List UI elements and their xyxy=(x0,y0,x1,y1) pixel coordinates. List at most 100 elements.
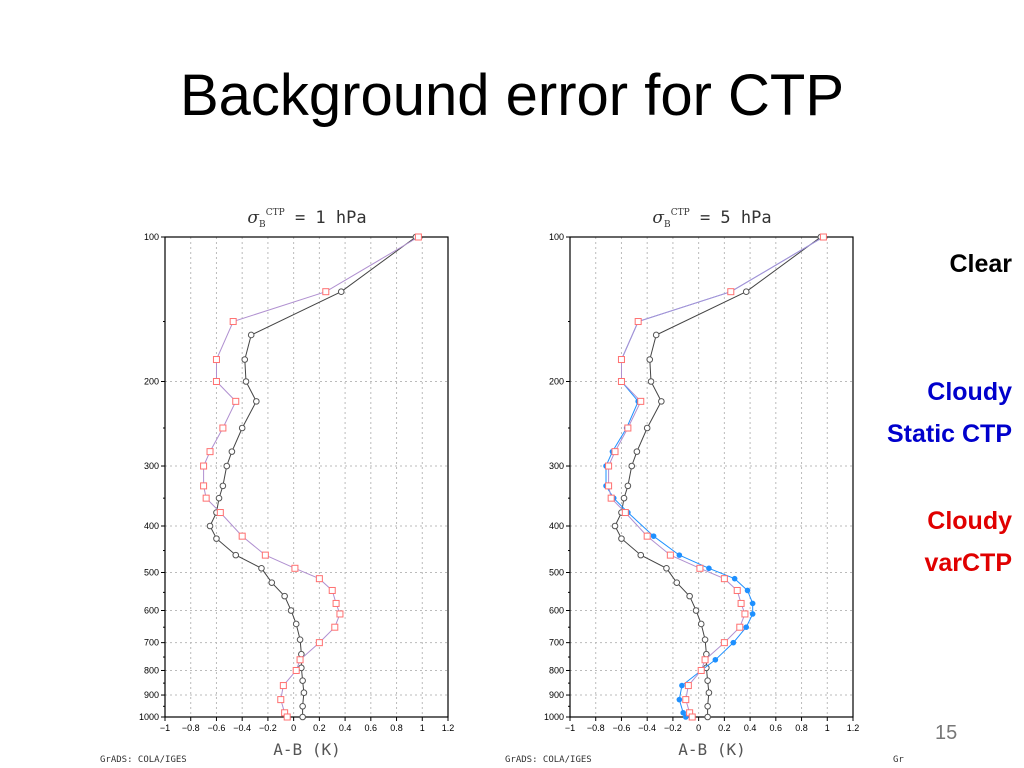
data-point-clear xyxy=(232,551,240,559)
data-point-cloudy-static xyxy=(650,533,657,539)
data-point-clear xyxy=(298,650,305,658)
data-point-cloudy-varctp xyxy=(607,494,615,502)
legend-clear: Clear xyxy=(949,243,1012,285)
series-line-cloudy-static-ctp xyxy=(605,236,824,718)
data-point-clear xyxy=(663,564,670,572)
data-point-cloudy-static xyxy=(706,565,712,572)
x-tick-label: 0 xyxy=(291,723,296,733)
x-tick-label: 0.8 xyxy=(795,723,808,733)
data-point-cloudy-varctp xyxy=(315,575,323,583)
x-tick-label: −0.8 xyxy=(587,723,605,733)
data-point-cloudy-static xyxy=(749,600,756,607)
x-tick-label: −0.2 xyxy=(259,723,277,733)
data-point-clear xyxy=(633,448,641,455)
y-tick-label: 300 xyxy=(144,461,159,471)
x-tick-label: 0.2 xyxy=(718,723,731,733)
slide-title: Background error for CTP xyxy=(179,63,845,128)
legend-cloudy-static-label: Cloudy Static CTP xyxy=(886,378,1012,448)
data-point-clear xyxy=(238,424,246,432)
data-point-cloudy-varctp xyxy=(296,656,304,664)
data-point-cloudy-varctp xyxy=(219,424,227,432)
x-tick-label: 0 xyxy=(696,723,701,733)
data-point-clear xyxy=(296,636,304,643)
data-point-clear xyxy=(215,494,223,502)
y-tick-label: 400 xyxy=(549,521,564,531)
data-point-cloudy-varctp xyxy=(212,356,220,364)
data-point-clear xyxy=(228,448,236,455)
data-point-cloudy-varctp xyxy=(232,397,240,405)
grads-credit-right: GrADS: COLA/IGES xyxy=(505,755,592,765)
data-point-cloudy-varctp xyxy=(819,233,827,241)
data-point-cloudy-varctp xyxy=(696,564,704,572)
chart-title-sub: B xyxy=(664,220,671,230)
data-point-clear xyxy=(652,331,660,339)
x-tick-label: −0.4 xyxy=(638,723,656,733)
legend-clear-label: Clear xyxy=(949,250,1012,278)
data-point-clear xyxy=(213,535,220,542)
x-axis-label: A-B (K) xyxy=(273,740,340,759)
data-point-clear xyxy=(673,579,681,586)
x-tick-label: 1.2 xyxy=(847,723,860,733)
x-tick-label: −0.6 xyxy=(208,723,226,733)
data-point-cloudy-varctp xyxy=(279,682,287,690)
data-point-cloudy-varctp xyxy=(617,377,625,385)
data-point-cloudy-static xyxy=(743,624,750,630)
chart-title: σBCTP = 1 hPa xyxy=(247,208,366,230)
chart-title-sigma: σ xyxy=(652,208,664,228)
data-point-clear xyxy=(206,522,214,530)
data-point-cloudy-varctp xyxy=(202,494,210,502)
data-point-clear xyxy=(292,620,300,628)
data-point-cloudy-varctp xyxy=(637,397,645,405)
x-tick-label: 0.6 xyxy=(365,723,378,733)
plot-frame xyxy=(164,236,449,718)
data-point-cloudy-static xyxy=(731,575,738,582)
data-point-cloudy-static xyxy=(676,696,683,703)
data-point-cloudy-varctp xyxy=(727,288,735,296)
chart-title-rest: = 5 hPa xyxy=(690,208,772,228)
data-point-cloudy-varctp xyxy=(212,377,220,385)
y-tick-label: 600 xyxy=(549,606,564,616)
data-point-clear xyxy=(692,607,700,614)
data-point-clear xyxy=(697,620,705,628)
grads-credit-left: GrADS: COLA/IGES xyxy=(100,755,187,765)
y-tick-label: 500 xyxy=(549,568,564,578)
data-point-cloudy-varctp xyxy=(682,696,690,704)
x-tick-label: 1.2 xyxy=(442,723,455,733)
data-point-cloudy-varctp xyxy=(643,532,651,540)
data-point-cloudy-varctp xyxy=(697,666,705,674)
data-point-clear xyxy=(658,398,665,405)
series-line-clear xyxy=(209,236,417,717)
data-point-clear xyxy=(300,689,308,697)
data-point-cloudy-varctp xyxy=(414,233,422,241)
y-tick-label: 700 xyxy=(549,638,564,648)
x-tick-label: −0.8 xyxy=(182,723,200,733)
legend-cloudy-varctp: Cloudy varCTP xyxy=(924,458,1012,584)
y-tick-label: 600 xyxy=(144,606,159,616)
data-point-clear xyxy=(703,650,710,658)
data-point-cloudy-static xyxy=(730,639,737,646)
chart-title: σBCTP = 5 hPa xyxy=(652,208,771,230)
data-point-cloudy-varctp xyxy=(611,448,619,456)
x-tick-label: −1 xyxy=(565,723,575,733)
data-point-clear xyxy=(242,378,250,385)
data-point-clear xyxy=(247,331,255,339)
data-point-cloudy-varctp xyxy=(238,532,246,540)
data-point-clear xyxy=(686,592,693,600)
x-tick-label: 0.8 xyxy=(390,723,403,733)
data-point-cloudy-varctp xyxy=(666,551,674,559)
y-tick-label: 300 xyxy=(549,461,564,471)
data-point-clear xyxy=(337,288,345,295)
chart-title-sub: B xyxy=(259,220,266,230)
data-point-clear xyxy=(647,378,655,385)
data-point-cloudy-static xyxy=(744,587,751,594)
data-point-cloudy-varctp xyxy=(624,424,632,432)
data-point-cloudy-varctp xyxy=(634,318,642,326)
data-point-cloudy-varctp xyxy=(261,551,269,559)
data-point-clear xyxy=(646,356,654,363)
data-point-cloudy-static xyxy=(676,552,683,558)
chart-title-sigma: σ xyxy=(247,208,259,228)
x-tick-label: 0.2 xyxy=(313,723,326,733)
x-tick-label: −0.2 xyxy=(664,723,682,733)
data-point-cloudy-varctp xyxy=(292,666,300,674)
data-point-cloudy-varctp xyxy=(328,586,336,594)
